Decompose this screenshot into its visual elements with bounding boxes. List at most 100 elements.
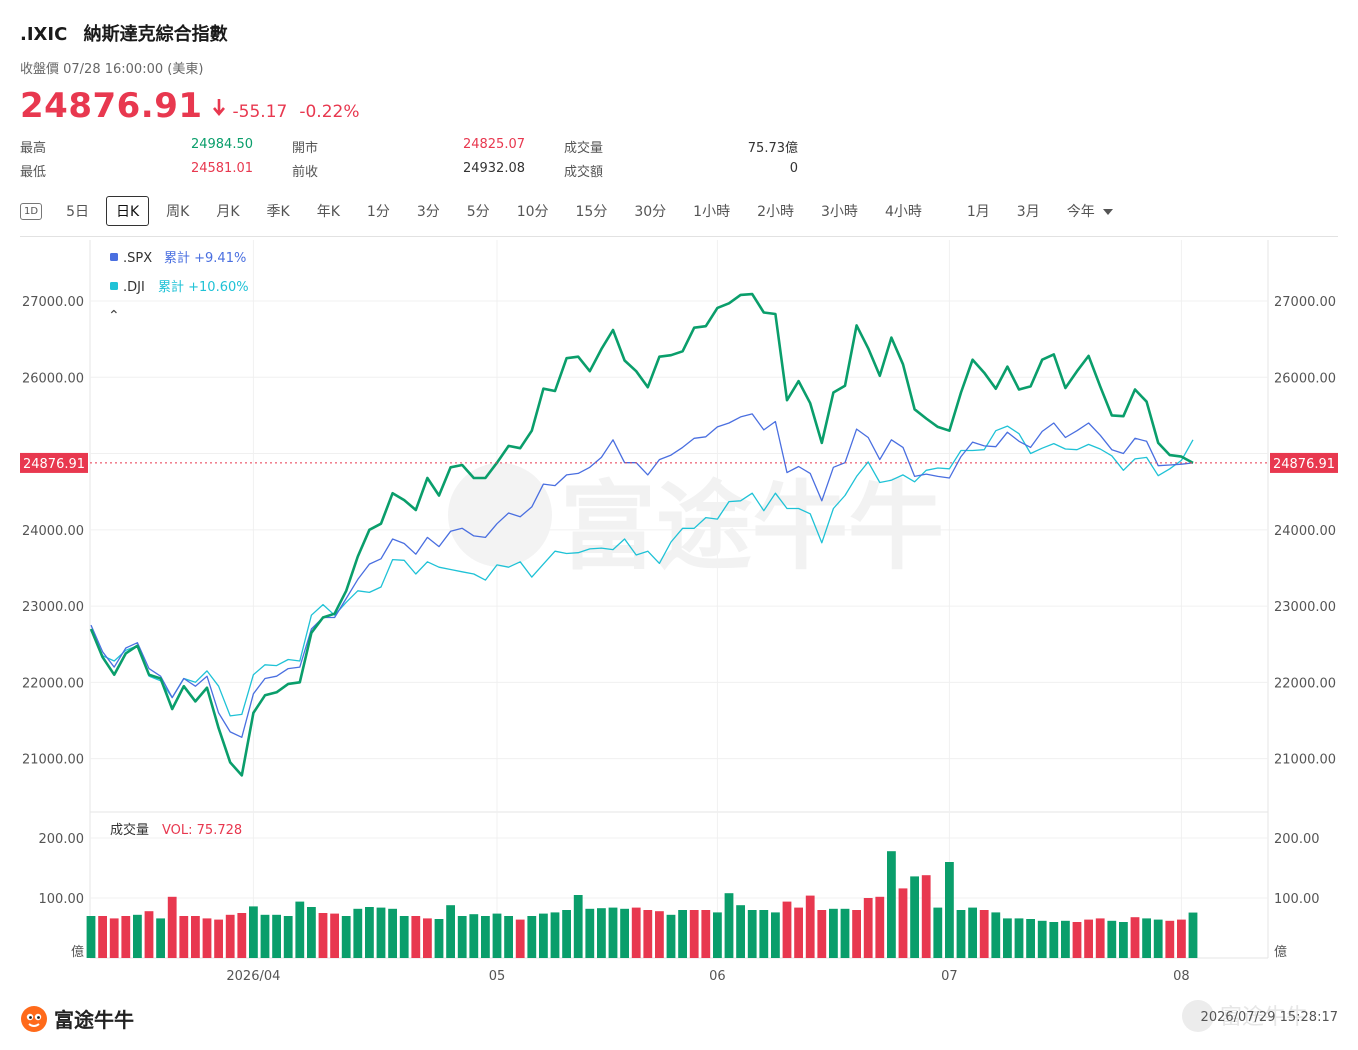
volume-bar — [86, 916, 96, 958]
volume-bar — [504, 916, 513, 958]
volume-bar — [121, 916, 131, 958]
volume-bar — [179, 916, 189, 958]
y-tick-label-left: 21000.00 — [22, 753, 84, 768]
y-tick-label-left: 23000.00 — [22, 600, 84, 615]
x-tick-label: 05 — [489, 969, 506, 984]
volume-bar — [805, 895, 815, 958]
y-tick-label-left: 26000.00 — [22, 371, 84, 386]
volume-bar — [260, 914, 270, 958]
volume-bar — [109, 918, 119, 958]
close-status: 收盤價 07/28 16:00:00 (美東) — [20, 62, 204, 77]
tab-weekly-k[interactable]: 周K — [166, 204, 190, 220]
caret-down-icon — [1102, 209, 1113, 215]
high-label: 最高 — [20, 141, 47, 156]
volume-bar — [202, 918, 212, 958]
symbol: .IXIC — [20, 24, 68, 45]
turnover-value: 0 — [789, 161, 798, 176]
volume-bar — [492, 913, 502, 958]
volume-bar — [550, 912, 560, 958]
y-tick-label-left: 22000.00 — [22, 676, 84, 691]
volume-bar — [759, 910, 769, 958]
tab-yearly-k[interactable]: 年K — [316, 204, 340, 220]
y-tick-label-right: 24000.00 — [1274, 524, 1336, 539]
x-tick-label: 06 — [709, 969, 726, 984]
legend-series-name: .DJI — [123, 280, 145, 295]
last-price: 24876.91 — [20, 86, 203, 126]
tab-monthly-k[interactable]: 月K — [216, 204, 240, 220]
tab-5day[interactable]: 5日 — [66, 204, 89, 220]
tab-15min[interactable]: 15分 — [575, 204, 608, 220]
volume-bar — [1095, 918, 1105, 958]
low-value: 24581.01 — [190, 161, 253, 176]
volume-bar — [724, 893, 734, 958]
price-change: -55.17 — [232, 102, 288, 122]
volume-bar — [956, 910, 966, 958]
tab-5min[interactable]: 5分 — [466, 204, 490, 220]
volume-bar — [1049, 922, 1059, 958]
volume-bar — [1014, 918, 1024, 958]
tab-4hour[interactable]: 4小時 — [884, 204, 922, 220]
legend-cumulative: 累計 +9.41% — [164, 250, 246, 266]
high-value: 24984.50 — [190, 137, 253, 152]
volume-bar — [481, 916, 490, 958]
tab-30min[interactable]: 30分 — [634, 204, 667, 220]
volume-bar — [979, 910, 989, 958]
tab-daily-k[interactable]: 日K — [105, 196, 150, 226]
tab-1min[interactable]: 1分 — [366, 204, 390, 220]
volume-bar — [701, 910, 711, 958]
footer-watermark: 富途牛牛 — [1182, 1000, 1308, 1032]
volume-bar — [794, 907, 803, 958]
series-line-dji — [90, 425, 1194, 717]
volume-bar — [1177, 919, 1186, 958]
intraday-1d-icon[interactable]: 1D — [20, 202, 43, 220]
last-price-tag-left-text: 24876.91 — [23, 457, 85, 472]
volume-value: 75.73億 — [747, 141, 798, 156]
tab-2hour[interactable]: 2小時 — [757, 204, 795, 220]
open-value: 24825.07 — [462, 137, 525, 152]
volume-bar — [249, 906, 258, 958]
instrument-name: 納斯達克綜合指數 — [83, 24, 228, 45]
legend-series-name: .SPX — [123, 251, 152, 266]
volume-bar — [133, 914, 142, 958]
volume-bar — [144, 911, 154, 958]
y-tick-label-right: 22000.00 — [1274, 676, 1336, 691]
axes: 27000.00 27000.00 26000.00 26000.00 24000.00… — [22, 295, 1336, 984]
last-price-tag-right-text: 24876.91 — [1273, 457, 1335, 472]
range-1month[interactable]: 1月 — [966, 204, 990, 220]
volume-bar — [98, 916, 107, 958]
volume-bar — [852, 910, 861, 958]
series-line-ixic — [89, 292, 1194, 777]
tab-quarterly-k[interactable]: 季K — [266, 204, 290, 220]
vol-tick-label-left: 200.00 — [39, 832, 85, 847]
brand-name: 富途牛牛 — [54, 1008, 134, 1032]
tab-3min[interactable]: 3分 — [416, 204, 440, 220]
range-ytd-dropdown[interactable]: 今年 — [1057, 196, 1123, 226]
volume-bar — [376, 907, 386, 958]
volume-bar — [411, 916, 421, 958]
last-price-tag-right — [1270, 452, 1338, 473]
grid-lines — [89, 240, 1269, 959]
low-label: 最低 — [20, 165, 47, 180]
volume-bar — [910, 876, 919, 958]
y-tick-label-left: 27000.00 — [22, 295, 84, 310]
volume-bar — [620, 908, 629, 958]
snapshot-timestamp: 2026/07/29 15:28:17 — [1200, 1010, 1338, 1025]
volume-bar — [399, 916, 409, 958]
range-3month[interactable]: 3月 — [1016, 204, 1040, 220]
price-change-pct: -0.22% — [299, 102, 360, 122]
volume-bar — [678, 910, 687, 958]
tab-1hour[interactable]: 1小時 — [693, 204, 731, 220]
tab-3hour[interactable]: 3小時 — [821, 204, 858, 220]
volume-bar — [840, 908, 850, 958]
tab-10min[interactable]: 10分 — [516, 204, 549, 220]
legend-collapse-icon: ⌃ — [108, 308, 120, 324]
instrument-title: .IXIC 納斯達克綜合指數 — [20, 20, 238, 46]
volume-bar — [214, 919, 223, 958]
volume-bar — [272, 914, 281, 958]
volume-bar — [1107, 920, 1117, 958]
volume-bar — [515, 919, 525, 958]
open-label: 開市 — [292, 141, 319, 156]
vol-tick-label-right: 100.00 — [1274, 892, 1320, 907]
chart-watermark: 富途牛牛 — [448, 463, 944, 583]
